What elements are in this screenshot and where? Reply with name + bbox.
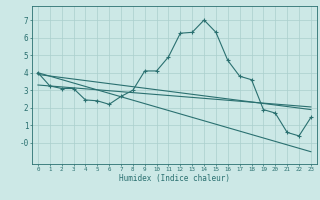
X-axis label: Humidex (Indice chaleur): Humidex (Indice chaleur) xyxy=(119,174,230,183)
